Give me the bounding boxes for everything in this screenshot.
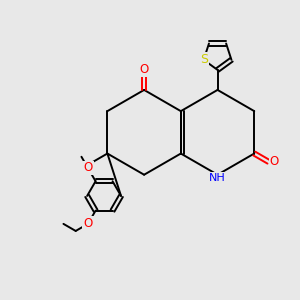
Text: O: O [83, 161, 93, 175]
Text: O: O [270, 155, 279, 168]
Text: O: O [83, 218, 93, 230]
Text: S: S [200, 53, 208, 66]
Text: NH: NH [209, 173, 226, 183]
Text: O: O [140, 63, 149, 76]
